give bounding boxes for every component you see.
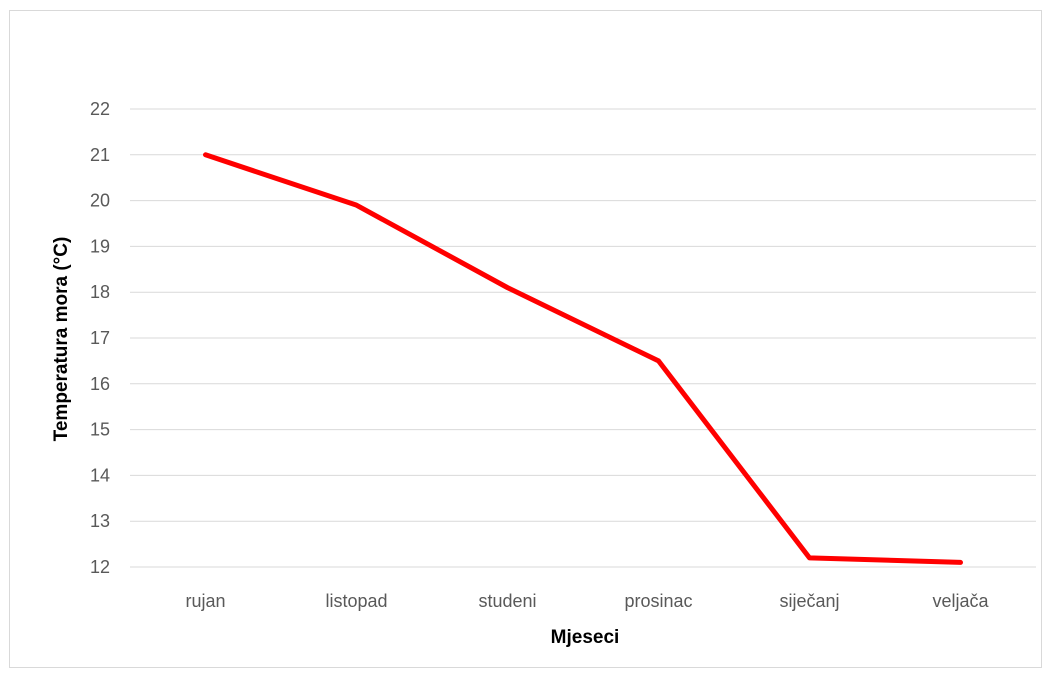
x-tick-label: prosinac: [624, 591, 692, 611]
y-tick-label: 12: [90, 557, 110, 577]
x-tick-label: siječanj: [779, 591, 839, 611]
y-tick-label: 21: [90, 145, 110, 165]
y-tick-label: 20: [90, 191, 110, 211]
x-tick-label: listopad: [325, 591, 387, 611]
y-tick-label: 13: [90, 511, 110, 531]
y-tick-label: 14: [90, 465, 110, 485]
y-tick-label: 16: [90, 374, 110, 394]
y-tick-label: 19: [90, 236, 110, 256]
x-axis-title: Mjeseci: [551, 627, 620, 648]
series-layer: [203, 152, 963, 565]
x-tick-label: rujan: [185, 591, 225, 611]
x-tick-label: studeni: [478, 591, 536, 611]
y-axis-title: Temperatura mora (°C): [51, 237, 72, 442]
y-axis-tick-labels: 12 13 14 15 16 17 18 19 20 21 22: [90, 99, 110, 577]
x-axis-tick-labels: rujan listopad studeni prosinac siječanj velj…: [185, 591, 989, 611]
gridlines: [130, 108, 1036, 568]
x-tick-label: veljača: [932, 591, 989, 611]
y-tick-label: 22: [90, 99, 110, 119]
y-tick-label: 15: [90, 420, 110, 440]
y-tick-label: 18: [90, 282, 110, 302]
series-line-0: [203, 152, 963, 565]
y-tick-label: 17: [90, 328, 110, 348]
